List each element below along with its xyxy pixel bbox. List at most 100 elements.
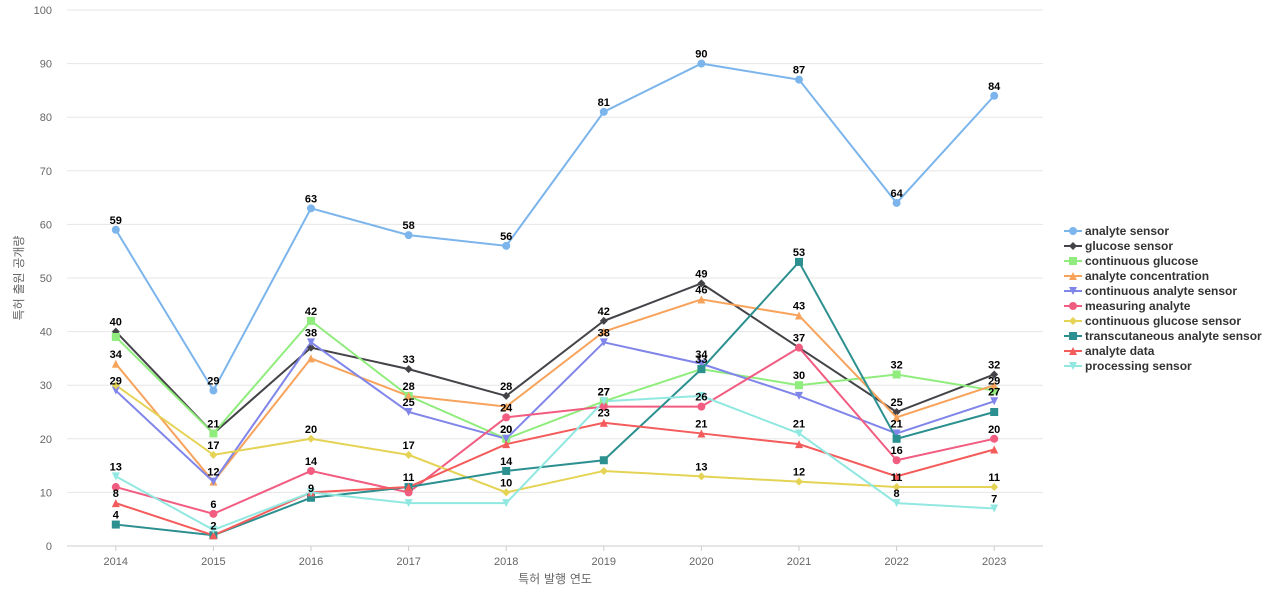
data-point[interactable]	[111, 472, 120, 481]
data-point[interactable]	[502, 402, 511, 411]
data-point[interactable]	[892, 413, 901, 422]
data-point[interactable]	[404, 365, 413, 374]
data-point[interactable]	[209, 477, 218, 486]
data-point[interactable]	[502, 440, 511, 449]
series-line-4[interactable]	[115, 298, 995, 484]
data-point[interactable]	[111, 225, 120, 234]
data-point[interactable]	[795, 440, 803, 449]
data-point[interactable]	[404, 408, 413, 416]
data-point[interactable]	[307, 354, 315, 363]
data-point[interactable]	[795, 257, 803, 266]
data-point[interactable]	[892, 472, 901, 481]
data-point[interactable]	[599, 397, 608, 406]
data-point[interactable]	[111, 332, 120, 341]
legend[interactable]: analyte sensor glucose sensor continuous g…	[1064, 223, 1262, 373]
data-point[interactable]	[502, 499, 511, 508]
data-point[interactable]	[502, 434, 511, 443]
data-point[interactable]	[990, 370, 999, 379]
data-point[interactable]	[404, 499, 413, 508]
legend-item[interactable]: analyte data	[1064, 343, 1262, 358]
legend-item[interactable]: continuous glucose sensor	[1064, 313, 1262, 328]
data-point[interactable]	[599, 418, 608, 427]
data-point[interactable]	[111, 520, 120, 529]
data-point[interactable]	[892, 434, 901, 443]
data-point[interactable]	[599, 402, 608, 411]
data-point[interactable]	[892, 499, 901, 508]
data-point[interactable]	[404, 450, 413, 459]
data-point[interactable]	[502, 241, 511, 250]
legend-item[interactable]: glucose sensor	[1064, 238, 1262, 253]
data-point[interactable]	[697, 402, 706, 411]
data-point[interactable]	[795, 381, 803, 390]
data-point[interactable]	[892, 483, 901, 492]
data-point[interactable]	[209, 429, 218, 438]
data-point[interactable]	[795, 75, 803, 84]
legend-item[interactable]: analyte concentration	[1064, 268, 1262, 283]
data-point[interactable]	[697, 279, 706, 288]
data-point[interactable]	[795, 343, 803, 352]
legend-item[interactable]: measuring analyte	[1064, 298, 1262, 313]
data-point[interactable]	[209, 386, 218, 395]
data-point[interactable]	[307, 488, 315, 497]
data-point[interactable]	[599, 338, 608, 347]
data-point[interactable]	[599, 107, 608, 116]
data-point[interactable]	[209, 531, 218, 540]
data-point[interactable]	[697, 365, 706, 374]
series-line-5[interactable]	[115, 340, 995, 484]
data-point[interactable]	[209, 450, 218, 459]
data-point[interactable]	[502, 391, 511, 400]
data-point[interactable]	[307, 434, 315, 443]
data-point[interactable]	[111, 499, 120, 508]
data-point[interactable]	[307, 466, 315, 475]
data-point[interactable]	[990, 381, 999, 390]
data-point[interactable]	[892, 408, 901, 416]
data-point[interactable]	[209, 525, 218, 534]
legend-item[interactable]: processing sensor	[1064, 358, 1262, 373]
legend-item[interactable]: transcutaneous analyte sensor	[1064, 328, 1262, 343]
data-point[interactable]	[697, 391, 706, 400]
data-point[interactable]	[697, 429, 706, 438]
data-point[interactable]	[795, 391, 803, 400]
data-point[interactable]	[307, 343, 315, 352]
data-point[interactable]	[990, 408, 999, 416]
data-point[interactable]	[795, 311, 803, 320]
data-point[interactable]	[990, 504, 999, 513]
data-point[interactable]	[697, 295, 706, 304]
data-point[interactable]	[892, 198, 901, 207]
data-point[interactable]	[111, 386, 120, 395]
series-line-2[interactable]	[115, 282, 995, 435]
series-line-9[interactable]	[115, 421, 995, 537]
data-point[interactable]	[795, 429, 803, 438]
data-point[interactable]	[599, 456, 608, 465]
data-point[interactable]	[892, 370, 901, 379]
data-point[interactable]	[599, 327, 608, 336]
data-point[interactable]	[697, 359, 706, 368]
series-line-10[interactable]	[115, 394, 995, 532]
legend-item[interactable]: continuous glucose	[1064, 253, 1262, 268]
data-point[interactable]	[209, 509, 218, 518]
data-point[interactable]	[111, 483, 120, 492]
data-point[interactable]	[307, 338, 315, 347]
data-point[interactable]	[502, 488, 511, 497]
series-line-6[interactable]	[115, 346, 995, 515]
data-point[interactable]	[990, 386, 999, 395]
legend-item[interactable]: analyte sensor	[1064, 223, 1262, 238]
data-point[interactable]	[697, 59, 706, 68]
data-point[interactable]	[502, 466, 511, 475]
data-point[interactable]	[599, 466, 608, 475]
data-point[interactable]	[599, 316, 608, 325]
data-point[interactable]	[990, 445, 999, 454]
data-point[interactable]	[892, 429, 901, 438]
series-line-3[interactable]	[115, 319, 995, 440]
data-point[interactable]	[990, 434, 999, 443]
data-point[interactable]	[990, 397, 999, 406]
data-point[interactable]	[307, 204, 315, 213]
data-point[interactable]	[404, 483, 413, 492]
data-point[interactable]	[697, 472, 706, 481]
data-point[interactable]	[990, 483, 999, 492]
legend-item[interactable]: continuous analyte sensor	[1064, 283, 1262, 298]
data-point[interactable]	[307, 493, 315, 502]
data-point[interactable]	[795, 477, 803, 486]
data-point[interactable]	[111, 359, 120, 368]
data-point[interactable]	[404, 391, 413, 400]
